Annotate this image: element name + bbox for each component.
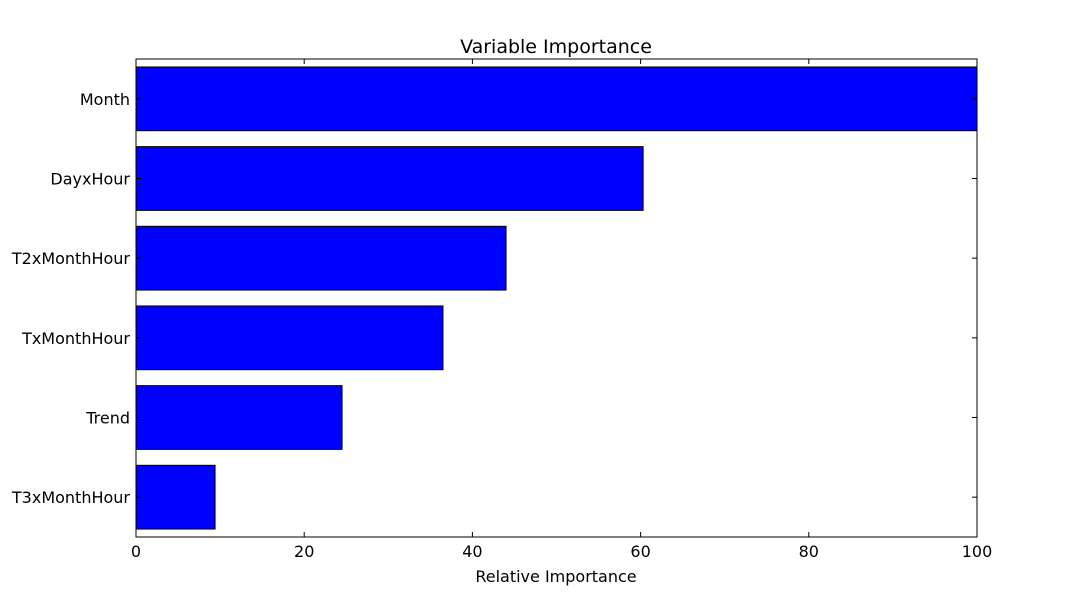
y-tick-label: TxMonthHour	[21, 329, 130, 348]
x-tick-label: 100	[962, 542, 993, 561]
y-tick-label: DayxHour	[50, 170, 130, 189]
bar-txmonthhour	[135, 305, 444, 371]
x-tick-label: 60	[630, 542, 650, 561]
x-tick-label: 80	[799, 542, 819, 561]
bar-t3xmonthhour	[135, 464, 216, 530]
ticks-layer: Month DayxHour T2xMonthHour TxMonthHour Tren…	[11, 59, 992, 561]
y-tick-label: T2xMonthHour	[11, 249, 131, 268]
bar-t2xmonthhour	[135, 225, 507, 291]
bar-trend	[135, 385, 343, 450]
bar-month	[135, 66, 978, 132]
chart-title: Variable Importance	[460, 36, 652, 58]
plot-frame	[135, 58, 978, 538]
bars-layer	[135, 66, 978, 530]
y-tick-label: T3xMonthHour	[11, 488, 131, 507]
bar-dayxhour	[135, 146, 644, 211]
y-tick-label: Month	[80, 90, 130, 109]
y-tick-label: Trend	[85, 409, 130, 428]
x-tick-label: 20	[294, 542, 314, 561]
x-axis-label: Relative Importance	[475, 567, 636, 586]
x-tick-label: 0	[131, 542, 141, 561]
x-tick-label: 40	[462, 542, 482, 561]
